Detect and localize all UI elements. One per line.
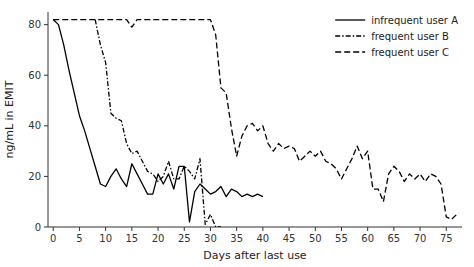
y-tick — [44, 75, 48, 76]
x-tick-label: 45 — [283, 233, 296, 244]
series-line — [53, 20, 457, 220]
x-tick — [341, 227, 342, 231]
x-tick — [210, 227, 211, 231]
legend-label: frequent user B — [371, 31, 449, 42]
y-tick-label: 80 — [28, 19, 41, 30]
x-tick — [420, 227, 421, 231]
series-line — [53, 20, 263, 222]
y-tick-label: 0 — [35, 222, 41, 233]
x-tick — [446, 227, 447, 231]
x-tick-label: 30 — [204, 233, 217, 244]
x-tick-label: 60 — [361, 233, 374, 244]
x-axis-line — [48, 227, 462, 228]
x-tick-label: 75 — [440, 233, 453, 244]
y-tick — [44, 227, 48, 228]
x-tick-label: 40 — [256, 233, 269, 244]
legend-label: infrequent user A — [371, 15, 458, 26]
x-tick-label: 10 — [99, 233, 112, 244]
y-axis-line — [48, 12, 49, 227]
x-tick — [53, 227, 54, 231]
y-tick — [44, 176, 48, 177]
legend-swatch — [335, 51, 365, 52]
x-tick-label: 35 — [230, 233, 243, 244]
x-axis-label: Days after last use — [203, 249, 307, 262]
x-tick — [131, 227, 132, 231]
x-tick — [105, 227, 106, 231]
x-tick — [79, 227, 80, 231]
x-tick-label: 70 — [414, 233, 427, 244]
x-tick-label: 20 — [152, 233, 165, 244]
y-axis-label: ng/mL in EMIT — [3, 80, 16, 158]
x-tick-label: 55 — [335, 233, 348, 244]
x-tick — [367, 227, 368, 231]
y-tick — [44, 24, 48, 25]
x-tick — [158, 227, 159, 231]
x-tick — [184, 227, 185, 231]
legend: infrequent user A frequent user B frequent… — [335, 15, 458, 58]
legend-item: infrequent user A — [335, 15, 458, 26]
legend-label: frequent user C — [371, 47, 449, 58]
x-tick — [262, 227, 263, 231]
x-tick — [236, 227, 237, 231]
x-tick-label: 5 — [76, 233, 82, 244]
legend-swatch — [335, 35, 365, 36]
legend-item: frequent user B — [335, 31, 449, 42]
y-tick-label: 40 — [28, 120, 41, 131]
axes: 0 5 10 15 20 25 30 35 40 45 50 55 60 65 70 75 0 20 40 60 80 — [28, 12, 462, 244]
y-tick — [44, 125, 48, 126]
series-line — [95, 20, 221, 227]
x-tick-label: 0 — [50, 233, 56, 244]
legend-swatch — [335, 19, 365, 20]
x-tick-label: 15 — [125, 233, 138, 244]
x-tick — [289, 227, 290, 231]
x-tick — [393, 227, 394, 231]
y-tick-label: 60 — [28, 70, 41, 81]
legend-item: frequent user C — [335, 47, 449, 58]
lines — [53, 20, 457, 227]
chart: 0 5 10 15 20 25 30 35 40 45 50 55 60 65 70 75 0 20 40 60 80 D… — [0, 0, 474, 267]
x-tick-label: 65 — [388, 233, 401, 244]
x-tick-label: 50 — [309, 233, 322, 244]
y-tick-label: 20 — [28, 171, 41, 182]
x-tick — [315, 227, 316, 231]
x-tick-label: 25 — [178, 233, 191, 244]
